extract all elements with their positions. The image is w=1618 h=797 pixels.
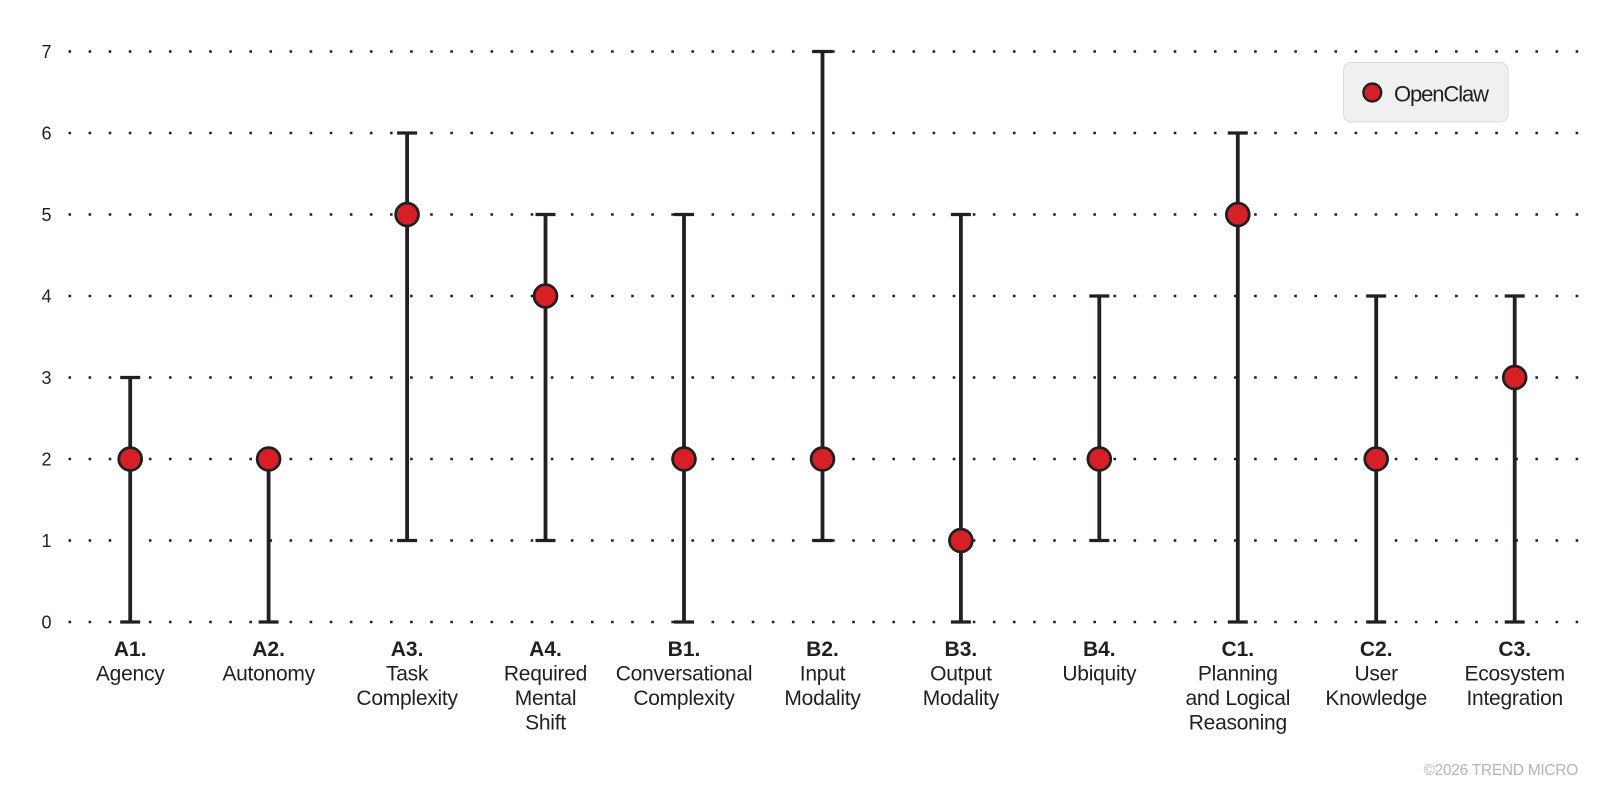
svg-text:1: 1 [41, 531, 51, 551]
svg-text:A1.Agency: A1. Agency [96, 638, 165, 686]
svg-text:7: 7 [41, 42, 51, 62]
svg-text:5: 5 [41, 205, 51, 225]
svg-text:B4.Ubiquity: B4. Ubiquity [1062, 638, 1137, 686]
svg-text:4: 4 [41, 287, 51, 307]
svg-text:0: 0 [41, 613, 51, 633]
svg-text:6: 6 [41, 124, 51, 144]
svg-text:2: 2 [41, 450, 51, 470]
svg-text:A2.Autonomy: A2. Autonomy [222, 638, 315, 686]
svg-text:OpenClaw: OpenClaw [1394, 82, 1489, 107]
svg-text:3: 3 [41, 368, 51, 388]
svg-text:©2026 TREND MICRO: ©2026 TREND MICRO [1423, 762, 1578, 779]
